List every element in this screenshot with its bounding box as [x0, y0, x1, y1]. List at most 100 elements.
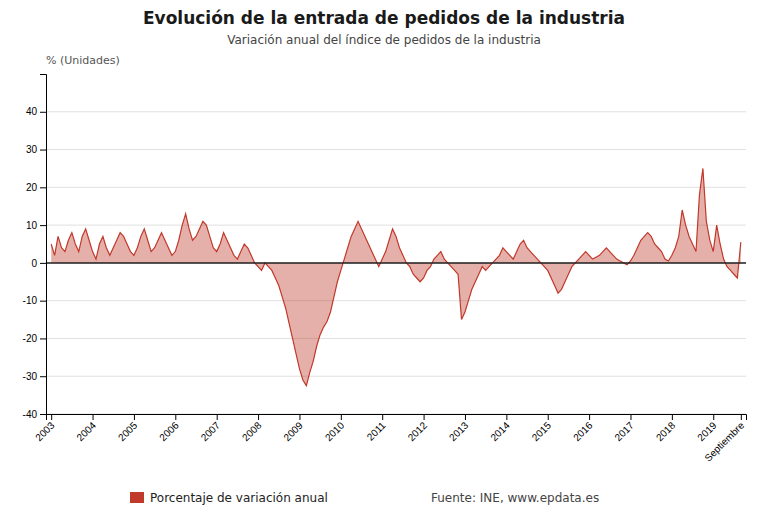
- x-tick-mark: [382, 414, 383, 420]
- grid-line: [46, 262, 746, 263]
- y-tick: 10: [26, 220, 46, 231]
- y-tick-label: 40: [26, 106, 38, 117]
- chart-svg: Evolución de la entrada de pedidos de la…: [0, 0, 768, 518]
- x-tick-label: 2014: [488, 419, 512, 443]
- x-tick-label: 2008: [240, 419, 264, 443]
- y-tick-label: -20: [23, 333, 38, 344]
- y-axis: -40 -30 -20 -10 0 10 20 30 40: [23, 75, 47, 420]
- x-tick: 2018: [654, 414, 678, 443]
- y-tick-mark: [40, 414, 46, 415]
- x-tick-label: 2004: [74, 419, 98, 443]
- x-tick-mark: [672, 414, 673, 420]
- x-tick-label: 2016: [571, 419, 595, 443]
- y-tick-mark: [40, 187, 46, 188]
- legend-swatch: [130, 492, 144, 503]
- y-tick: 0: [31, 258, 46, 269]
- y-tick: 20: [26, 182, 46, 193]
- grid-line: [46, 187, 746, 188]
- y-tick: -20: [23, 333, 46, 344]
- grid-line: [46, 225, 746, 226]
- x-tick: 2006: [157, 414, 181, 443]
- x-tick: 2007: [199, 414, 223, 443]
- x-axis-line: [47, 415, 747, 421]
- y-tick-label: 20: [26, 182, 38, 193]
- x-tick: 2016: [571, 414, 595, 443]
- x-tick: 2019: [695, 414, 719, 443]
- x-tick-label: 2015: [530, 419, 554, 443]
- x-tick-mark: [589, 414, 590, 420]
- x-tick: 2003: [33, 414, 57, 443]
- y-tick-mark: [40, 112, 46, 113]
- x-tick-label: 2003: [33, 419, 57, 443]
- x-tick-mark: [341, 414, 342, 420]
- x-tick: 2011: [365, 414, 388, 443]
- grid-line: [46, 300, 746, 301]
- y-tick-mark: [40, 225, 46, 226]
- y-tick-mark: [40, 376, 46, 377]
- x-tick: 2010: [323, 414, 347, 443]
- x-tick-mark: [217, 414, 218, 420]
- x-tick-label: 2006: [157, 419, 181, 443]
- plot: -40-30-20-100102030402003200420052006200…: [23, 75, 747, 464]
- x-tick-label: 2009: [281, 419, 305, 443]
- y-axis-line: [40, 75, 47, 415]
- y-tick-mark: [40, 301, 46, 302]
- x-tick: 2015: [530, 414, 554, 443]
- x-tick-mark: [713, 414, 714, 420]
- x-tick-label: 2019: [695, 419, 719, 443]
- x-tick-label: Septiembre: [702, 419, 746, 463]
- x-tick-label: 2011: [365, 419, 388, 442]
- x-tick-mark: [93, 414, 94, 420]
- x-tick-label: 2012: [406, 419, 430, 443]
- x-tick-mark: [741, 414, 742, 420]
- grid-line: [46, 376, 746, 377]
- x-tick-mark: [134, 414, 135, 420]
- x-tick-label: 2017: [612, 419, 636, 443]
- title: Evolución de la entrada de pedidos de la…: [143, 8, 625, 28]
- line: [51, 168, 741, 385]
- x-tick-mark: [424, 414, 425, 420]
- y-tick-label: -10: [23, 295, 38, 306]
- x-tick: Septiembre: [702, 414, 746, 464]
- y-tick: 30: [26, 144, 46, 155]
- y-tick-label: -30: [23, 371, 38, 382]
- grid-line: [46, 111, 746, 112]
- y-tick-label: 30: [26, 144, 38, 155]
- grid-line: [46, 338, 746, 339]
- x-tick-mark: [299, 414, 300, 420]
- y-tick: -10: [23, 295, 46, 306]
- x-tick-mark: [258, 414, 259, 420]
- x-tick-mark: [51, 414, 52, 420]
- grid: [46, 112, 746, 414]
- y-tick-label: 10: [26, 220, 38, 231]
- y-tick-label: -40: [23, 409, 38, 420]
- legend: Porcentaje de variación anual: [130, 491, 328, 505]
- y-tick: -30: [23, 371, 46, 382]
- x-tick-label: 2018: [654, 419, 678, 443]
- y-tick-label: 0: [31, 258, 37, 269]
- y-tick: -40: [23, 409, 46, 420]
- x-tick-mark: [548, 414, 549, 420]
- x-tick: 2008: [240, 414, 264, 443]
- y-tick-mark: [40, 150, 46, 151]
- grid-line: [46, 149, 746, 150]
- x-tick-label: 2005: [116, 419, 140, 443]
- x-tick: 2012: [406, 414, 430, 443]
- source-note: Fuente: INE, www.epdata.es: [431, 491, 599, 505]
- x-tick-mark: [465, 414, 466, 420]
- x-tick-mark: [175, 414, 176, 420]
- x-axis: 2003 2004 2005 2006 2007 2008 2009 2010 2011 2012…: [33, 414, 746, 464]
- legend-label: Porcentaje de variación anual: [150, 491, 328, 505]
- y-tick-mark: [40, 338, 46, 339]
- x-tick-mark: [630, 414, 631, 420]
- y-tick: 40: [26, 106, 46, 117]
- y-axis-title: % (Unidades): [46, 54, 120, 67]
- y-tick-mark: [40, 263, 46, 264]
- zero-line: [46, 262, 746, 264]
- marks: [51, 168, 741, 385]
- x-tick: 2013: [447, 414, 471, 443]
- x-tick: 2014: [488, 414, 512, 443]
- x-tick-label: 2010: [323, 419, 347, 443]
- x-tick: 2004: [74, 414, 98, 443]
- x-tick-mark: [506, 414, 507, 420]
